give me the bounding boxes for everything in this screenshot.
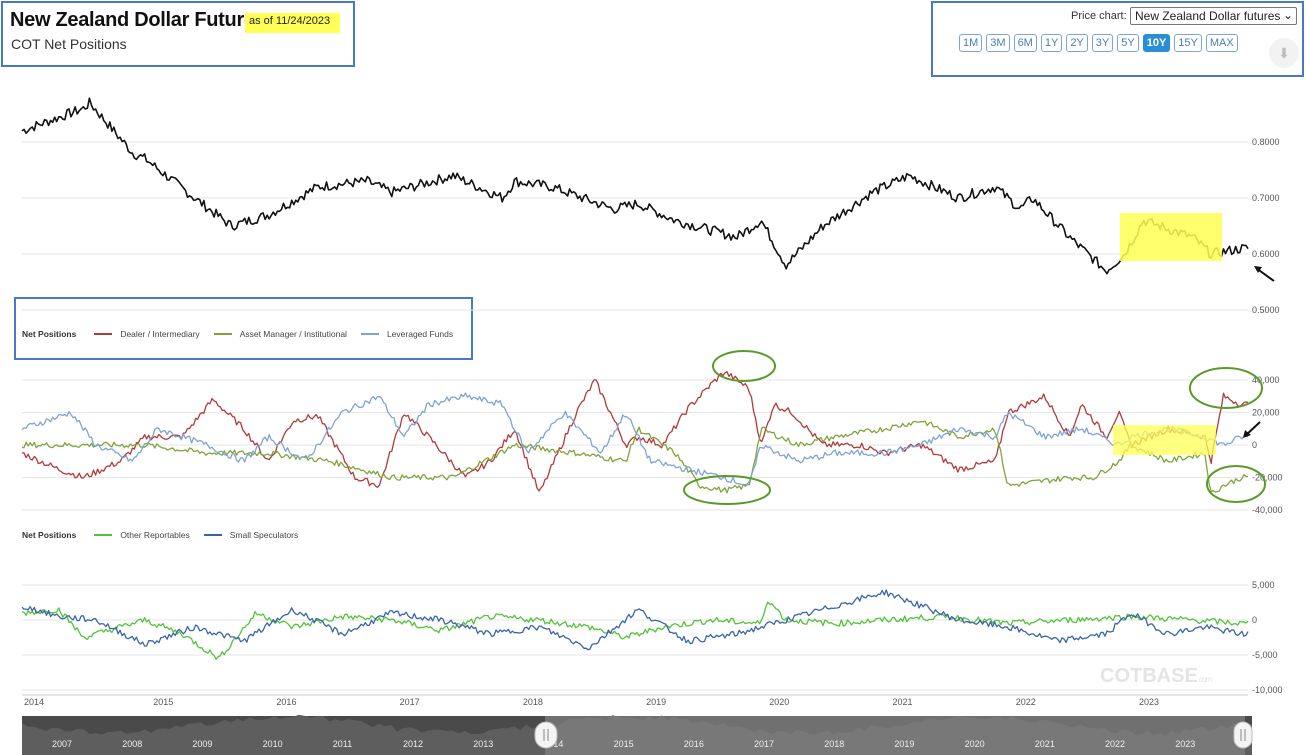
- chart-title: New Zealand Dollar Futures: [10, 9, 266, 31]
- legend-label: Other Reportables: [120, 530, 190, 540]
- range-button-2y[interactable]: 2Y: [1066, 34, 1088, 52]
- watermark-main: COT: [1100, 665, 1143, 687]
- range-button-1y[interactable]: 1Y: [1040, 34, 1063, 52]
- annotation-ellipse: [1206, 465, 1266, 503]
- series-line: [21, 589, 1249, 651]
- y-tick-label: 0.8000: [1252, 137, 1280, 147]
- legend-item-dealer[interactable]: Dealer / Intermediary: [94, 329, 200, 339]
- y-tick-label: 0.6000: [1252, 249, 1280, 259]
- range-button-3y[interactable]: 3Y: [1091, 34, 1114, 52]
- navigator-handle-right[interactable]: [1233, 721, 1253, 749]
- y-tick-label: 20,000: [1252, 408, 1280, 418]
- legend-item-leveraged-funds[interactable]: Leveraged Funds: [360, 329, 454, 339]
- highlight-box: [1113, 425, 1216, 455]
- navigator-year-label: 2008: [122, 739, 142, 749]
- download-icon[interactable]: ⬇: [1269, 38, 1299, 68]
- range-selector: 1M 3M 6M 1Y 2Y 3Y 5Y 10Y 15Y MAX: [959, 34, 1238, 52]
- navigator-year-label: 2020: [965, 739, 985, 749]
- y-tick-label: -40,000: [1252, 505, 1283, 515]
- x-tick-label: 2021: [893, 697, 913, 707]
- x-tick-label: 2016: [276, 697, 296, 707]
- y-tick-label: 0: [1252, 440, 1257, 450]
- x-tick-label: 2019: [646, 697, 666, 707]
- navigator-handle-left[interactable]: [534, 721, 558, 749]
- legend-item-asset-manager[interactable]: Asset Manager / Institutional: [213, 329, 347, 339]
- annotation-ellipse: [1189, 367, 1263, 409]
- y-tick-label: -5,000: [1252, 650, 1278, 660]
- navigator-year-label: 2012: [403, 739, 423, 749]
- chart-subtitle: COT Net Positions: [11, 36, 127, 52]
- range-button-1m[interactable]: 1M: [959, 34, 983, 52]
- legend-title: Net Positions: [22, 329, 77, 339]
- chevron-down-icon: ⌄: [1282, 8, 1293, 22]
- y-tick-label: 0.5000: [1252, 305, 1280, 315]
- price-chart-select[interactable]: New Zealand Dollar futures ⌄: [1130, 7, 1297, 25]
- as-of-date: as of 11/24/2023: [245, 13, 341, 33]
- navigator-year-label: 2018: [824, 739, 844, 749]
- navigator-year-label: 2015: [614, 739, 634, 749]
- annotation-ellipse: [683, 475, 771, 505]
- y-tick-label: -20,000: [1252, 473, 1283, 483]
- arrow-icon: [1243, 430, 1251, 438]
- x-tick-label: 2020: [769, 697, 789, 707]
- legend-title: Net Positions: [22, 530, 77, 540]
- x-tick-label: 2017: [400, 697, 420, 707]
- legend-item-other-reportables[interactable]: Other Reportables: [94, 530, 190, 540]
- range-button-10y[interactable]: 10Y: [1142, 34, 1171, 52]
- navigator-year-label: 2007: [52, 739, 72, 749]
- annotation-ellipse: [712, 350, 776, 382]
- legend-primary: Net Positions Dealer / Intermediary Asse…: [22, 329, 467, 339]
- series-line: [21, 601, 1249, 660]
- navigator-year-label: 2016: [684, 739, 704, 749]
- navigator-year-label: 2011: [333, 739, 352, 749]
- navigator-year-label: 2021: [1035, 739, 1055, 749]
- navigator-year-label: 2013: [473, 739, 493, 749]
- x-tick-label: 2022: [1016, 697, 1036, 707]
- y-tick-label: 0: [1252, 615, 1257, 625]
- y-tick-label: 5,000: [1252, 580, 1275, 590]
- range-button-6m[interactable]: 6M: [1013, 34, 1037, 52]
- series-line: [21, 420, 1249, 494]
- legend-box-primary: Net Positions Dealer / Intermediary Asse…: [14, 297, 473, 360]
- series-line: [21, 392, 1249, 486]
- watermark-tld: .com: [1197, 675, 1212, 684]
- navigator-year-label: 2009: [192, 739, 212, 749]
- x-tick-label: 2023: [1139, 697, 1159, 707]
- legend-item-small-speculators[interactable]: Small Speculators: [203, 530, 299, 540]
- arrow-icon: [1254, 266, 1262, 273]
- navigator-year-label: 2010: [263, 739, 283, 749]
- y-tick-label: 0.7000: [1252, 193, 1280, 203]
- range-button-3m[interactable]: 3M: [986, 34, 1010, 52]
- navigator-year-label: 2019: [894, 739, 914, 749]
- legend-label: Small Speculators: [229, 530, 299, 540]
- price-chart-label: Price chart:: [1071, 10, 1127, 22]
- highlight-box: [1120, 213, 1222, 261]
- legend-label: Asset Manager / Institutional: [239, 329, 347, 339]
- navigator-year-label: 2017: [754, 739, 774, 749]
- series-line: [21, 97, 1249, 275]
- legend-label: Leveraged Funds: [386, 329, 454, 339]
- y-tick-label: -10,000: [1252, 685, 1283, 695]
- navigator-year-label: 2023: [1175, 739, 1195, 749]
- x-tick-label: 2014: [24, 697, 44, 707]
- watermark-sub: BASE: [1142, 665, 1198, 687]
- y-tick-label: 40,000: [1252, 375, 1280, 385]
- title-box: New Zealand Dollar Futures as of 11/24/2…: [1, 1, 355, 67]
- watermark: COTBASE.com: [1100, 656, 1212, 690]
- price-chart-value: New Zealand Dollar futures: [1135, 9, 1281, 23]
- legend-secondary: Net Positions Other Reportables Small Sp…: [22, 530, 312, 540]
- range-button-15y[interactable]: 15Y: [1174, 34, 1202, 52]
- x-tick-label: 2015: [153, 697, 173, 707]
- x-tick-label: 2018: [523, 697, 543, 707]
- controls-box: Price chart: New Zealand Dollar futures …: [931, 1, 1304, 77]
- legend-label: Dealer / Intermediary: [120, 329, 200, 339]
- navigator-selection: [545, 716, 1245, 755]
- range-button-5y[interactable]: 5Y: [1117, 34, 1139, 52]
- range-button-max[interactable]: MAX: [1205, 34, 1238, 52]
- navigator-year-label: 2022: [1105, 739, 1125, 749]
